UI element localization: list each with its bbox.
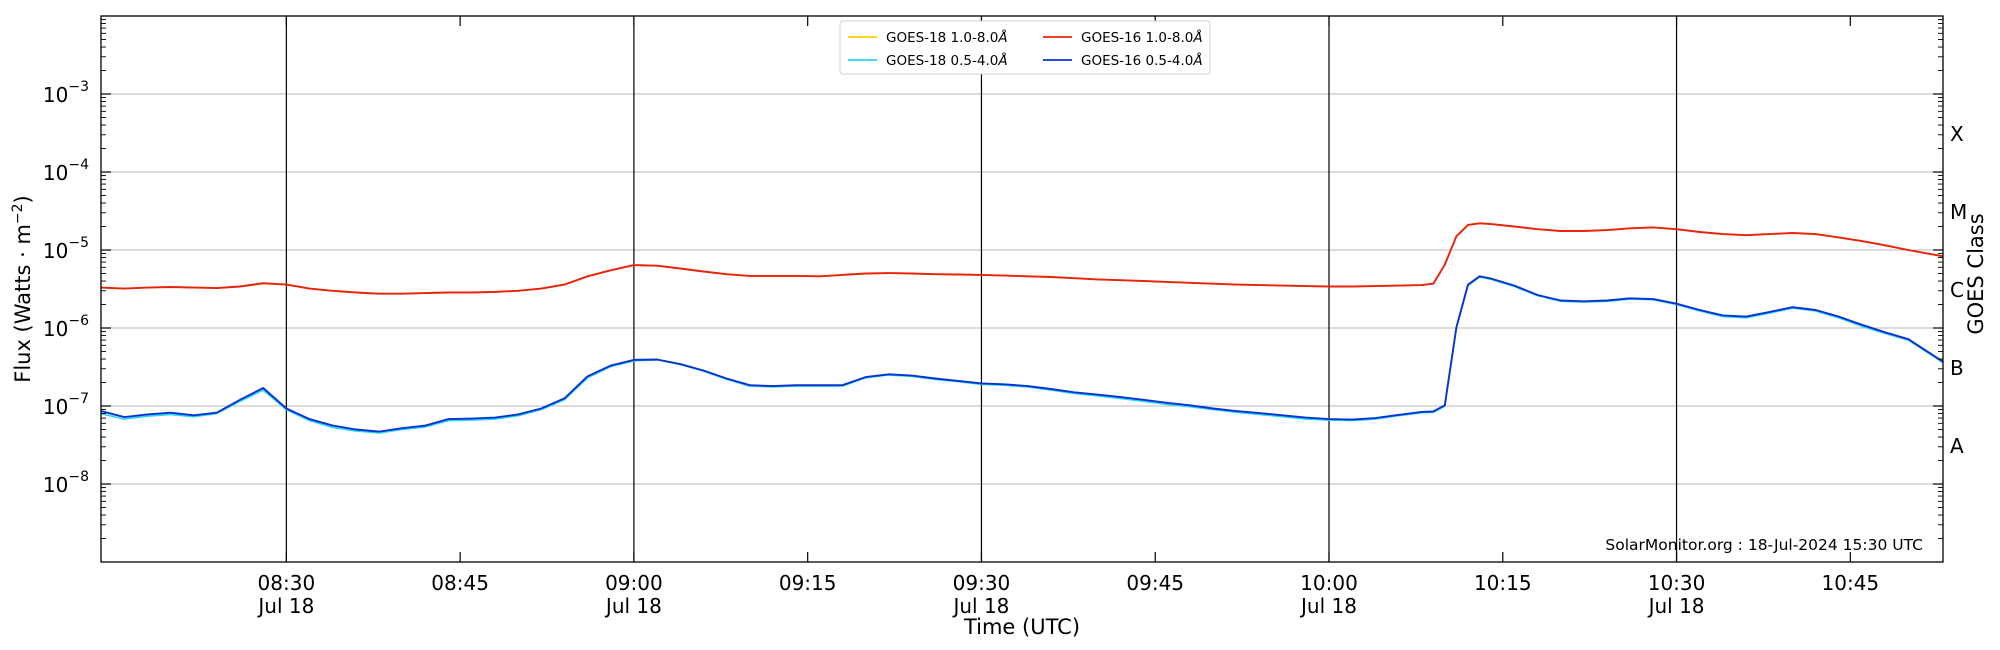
- x-tick-label: 10:00: [1300, 571, 1358, 595]
- x-tick-label: 09:15: [779, 571, 837, 595]
- x-tick-label: 10:45: [1822, 571, 1880, 595]
- goes-class-B: B: [1950, 356, 1964, 380]
- x-tick-label: 09:00: [605, 571, 663, 595]
- x-tick-date-label: Jul 18: [256, 594, 314, 618]
- legend-entry-2: GOES-18 0.5-4.0Å: [886, 52, 1008, 69]
- legend-entry-3: GOES-16 0.5-4.0Å: [1081, 52, 1203, 69]
- series-layer: [100, 222, 1944, 434]
- y-tick-label: 10−3: [43, 79, 89, 107]
- x-tick-date-label: Jul 18: [1647, 594, 1705, 618]
- goes-class-C: C: [1950, 278, 1964, 302]
- x-tick-label: 08:45: [431, 571, 489, 595]
- series-line-3: [100, 275, 1944, 433]
- x-tick-label: 08:30: [258, 571, 316, 595]
- x-tick-date-label: Jul 18: [1299, 594, 1357, 618]
- goes-class-axis-label: GOES Class: [1964, 213, 1988, 334]
- grid-layer: [101, 93, 1943, 485]
- legend-entry-1: GOES-16 1.0-8.0Å: [1081, 29, 1203, 46]
- y-tick-label: 10−5: [43, 235, 89, 263]
- plot-frame: [100, 15, 1944, 563]
- x-tick-label: 09:30: [953, 571, 1011, 595]
- legend-entry-0: GOES-18 1.0-8.0Å: [886, 29, 1008, 46]
- y-tick-label: 10−8: [43, 469, 89, 497]
- legend: GOES-18 1.0-8.0Å GOES-18 0.5-4.0Å GOES-16 …: [839, 20, 1211, 75]
- x-tick-label: 10:30: [1648, 571, 1706, 595]
- goes-class-A: A: [1950, 434, 1964, 458]
- y-axis-ticks: 10−8 10−7 10−6 10−5 10−4 10−3: [43, 19, 1943, 539]
- x-tick-label: 09:45: [1126, 571, 1184, 595]
- time-marker-lines: [285, 16, 1678, 562]
- x-tick-date-label: Jul 18: [604, 594, 662, 618]
- x-axis-label: Time (UTC): [963, 615, 1080, 639]
- goes-class-labels: A B C M X: [1950, 122, 1967, 458]
- y-tick-label: 10−7: [43, 391, 89, 419]
- series-line-1: [100, 222, 1944, 295]
- x-tick-label: 10:15: [1474, 571, 1532, 595]
- solarmonitor-annotation: SolarMonitor.org : 18-Jul-2024 15:30 UTC: [1605, 536, 1923, 554]
- goes-class-M: M: [1950, 200, 1967, 224]
- y-tick-label: 10−4: [43, 157, 89, 185]
- x-tick-date-label: Jul 18: [951, 594, 1009, 618]
- y-axis-label: Flux (Watts · m−2): [10, 195, 35, 383]
- legend-box: [839, 20, 1211, 75]
- y-tick-label: 10−6: [43, 313, 89, 341]
- goes-class-X: X: [1950, 122, 1964, 146]
